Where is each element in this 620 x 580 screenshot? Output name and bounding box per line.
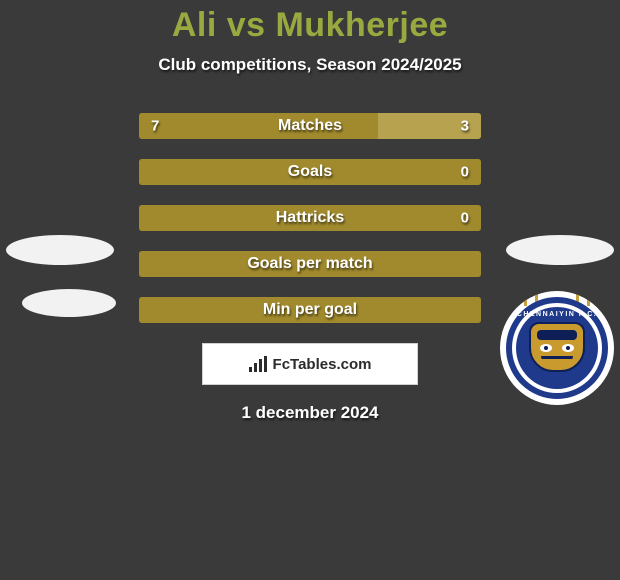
stat-row: Matches73 xyxy=(139,113,481,139)
club-badge-text: CHENNAIYIN F.C. xyxy=(517,311,597,318)
date-label: 1 december 2024 xyxy=(0,403,620,423)
stat-row: Hattricks0 xyxy=(139,205,481,231)
club-left-slot xyxy=(22,289,116,317)
stat-row: Goals per match xyxy=(139,251,481,277)
stat-value-right: 0 xyxy=(461,164,469,181)
stat-value-left: 7 xyxy=(151,118,159,135)
player-left-slot xyxy=(6,235,114,265)
bar-left-segment xyxy=(139,251,481,277)
club-badge-face-icon xyxy=(529,322,585,372)
stat-row: Min per goal xyxy=(139,297,481,323)
stat-row: Goals0 xyxy=(139,159,481,185)
page-title: Ali vs Mukherjee xyxy=(0,0,620,45)
bar-left-segment xyxy=(139,297,481,323)
watermark: FcTables.com xyxy=(202,343,418,385)
bar-left-segment xyxy=(139,159,481,185)
club-right-badge: CHENNAIYIN F.C. xyxy=(500,291,614,405)
watermark-text: FcTables.com xyxy=(273,356,372,373)
player-right-slot xyxy=(506,235,614,265)
stat-value-right: 3 xyxy=(461,118,469,135)
subtitle: Club competitions, Season 2024/2025 xyxy=(0,55,620,75)
comparison-chart: CHENNAIYIN F.C. Matches73Goals0Hattricks… xyxy=(0,113,620,323)
bar-chart-icon xyxy=(249,356,267,372)
bar-left-segment xyxy=(139,113,378,139)
bar-left-segment xyxy=(139,205,481,231)
stat-value-right: 0 xyxy=(461,210,469,227)
